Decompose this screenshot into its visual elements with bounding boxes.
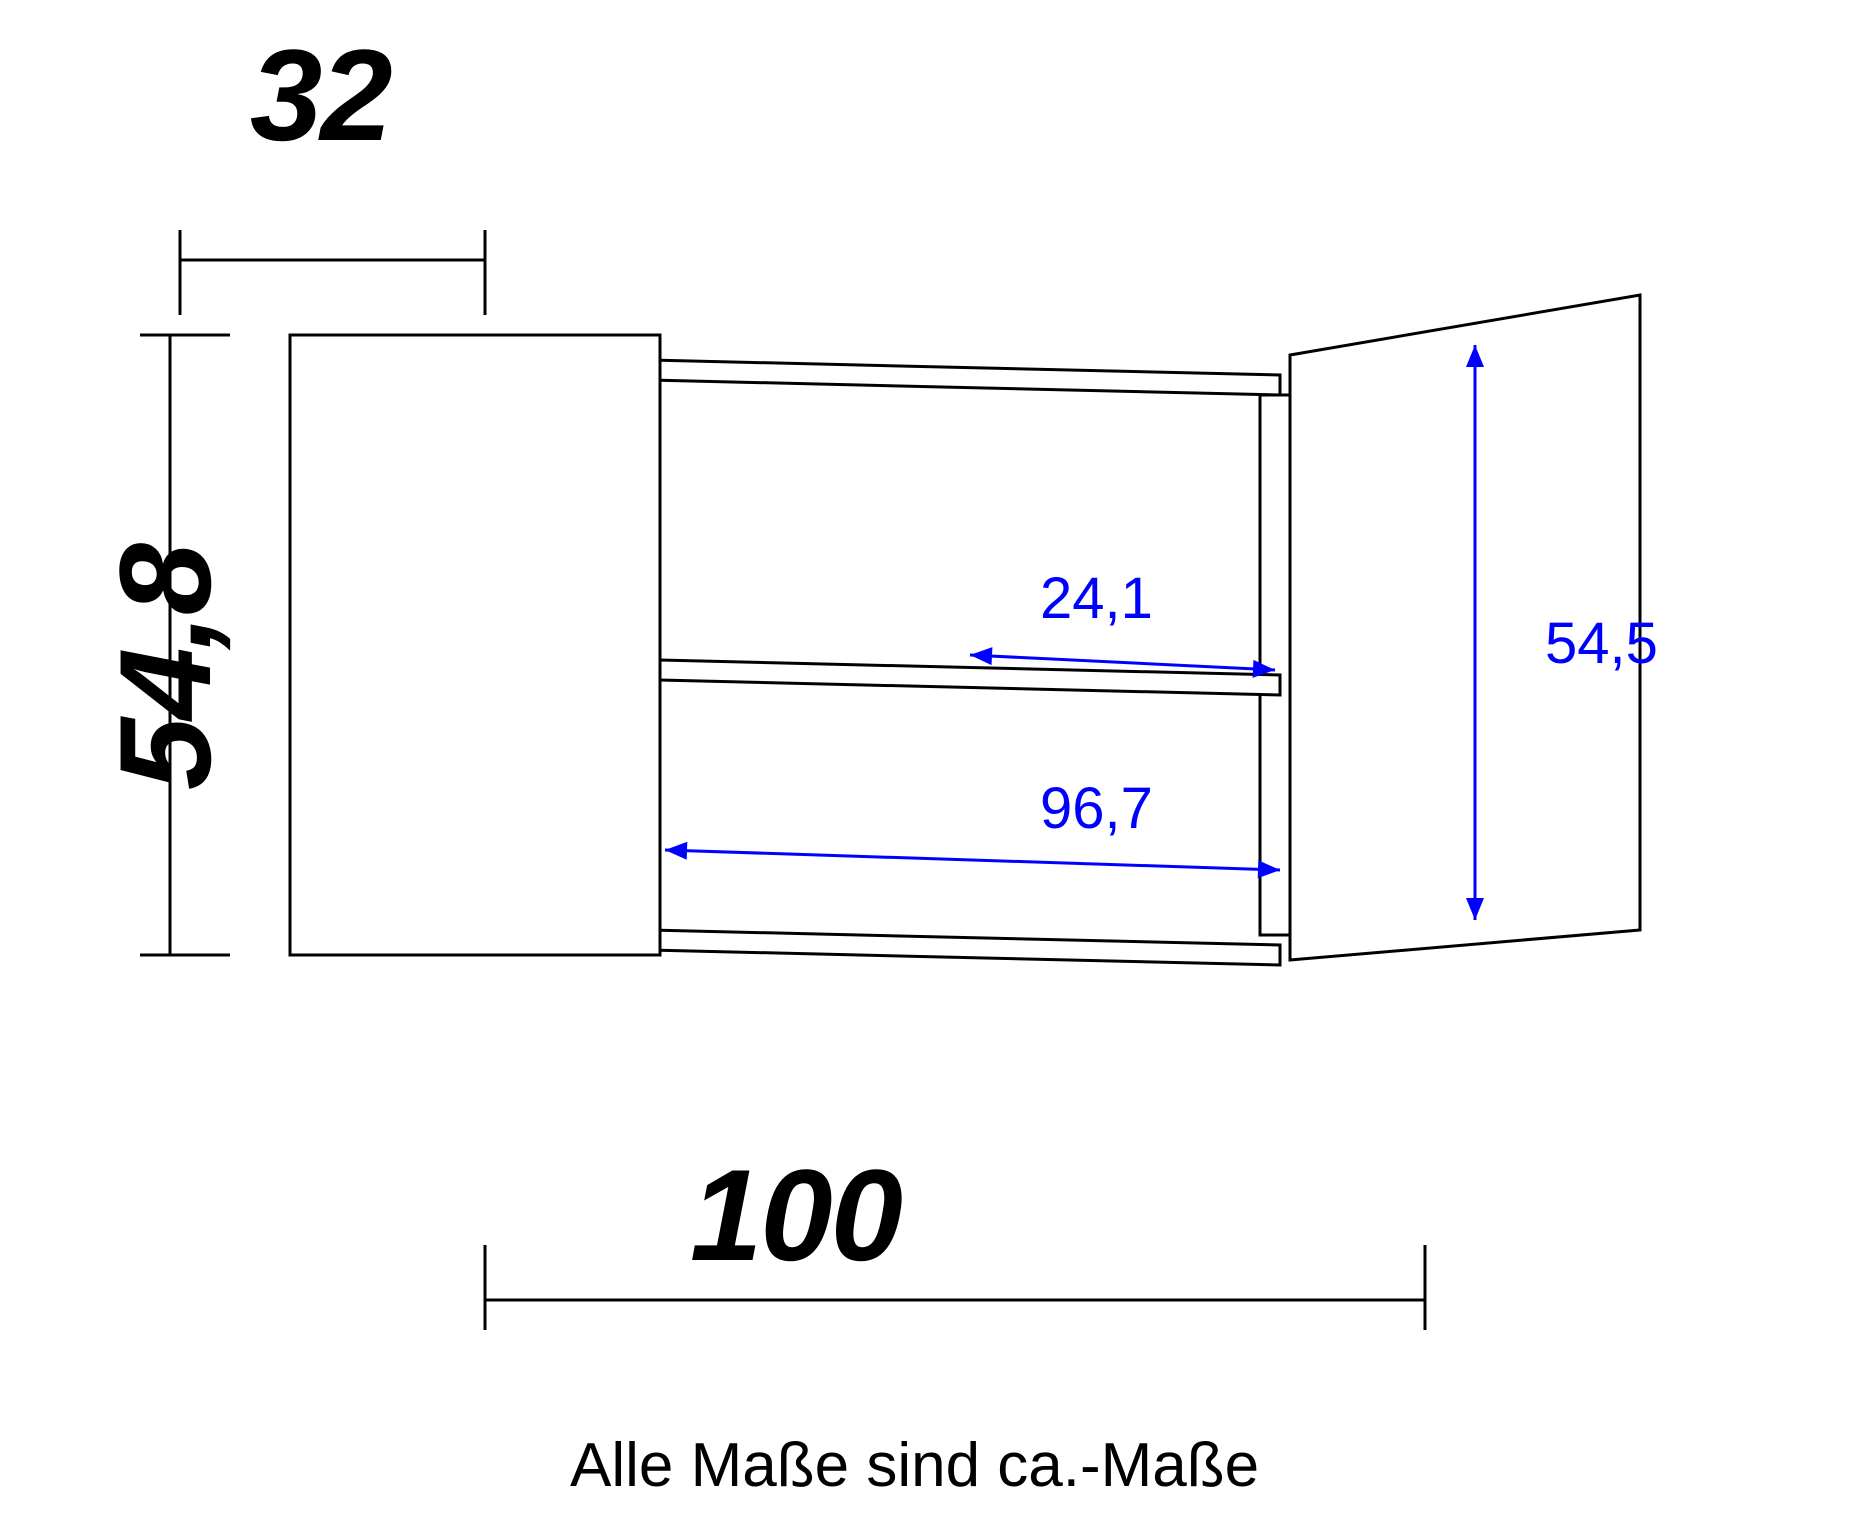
technical-drawing — [0, 0, 1849, 1537]
caption-text: Alle Maße sind ca.-Maße — [570, 1430, 1259, 1501]
dim-inner-width: 96,7 — [1040, 775, 1153, 842]
dim-width: 100 — [690, 1140, 901, 1290]
dim-height: 54,8 — [90, 545, 240, 790]
dim-inner-height: 54,5 — [1545, 610, 1658, 677]
dim-inner-depth: 24,1 — [1040, 565, 1153, 632]
dim-depth: 32 — [250, 20, 391, 170]
